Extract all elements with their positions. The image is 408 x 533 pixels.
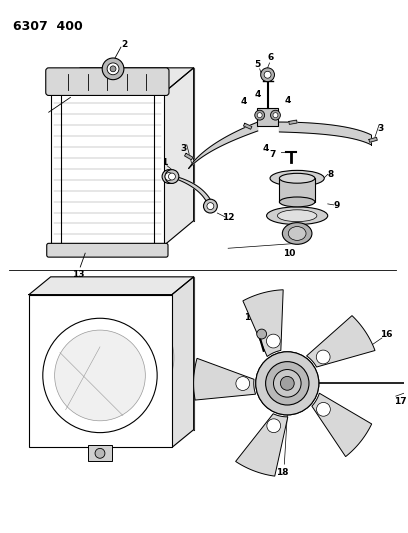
Circle shape: [110, 66, 116, 72]
Polygon shape: [172, 277, 194, 447]
Circle shape: [207, 203, 214, 209]
Circle shape: [280, 376, 294, 390]
Circle shape: [257, 329, 266, 339]
Circle shape: [55, 330, 145, 421]
Circle shape: [266, 334, 280, 348]
FancyBboxPatch shape: [46, 68, 169, 95]
Bar: [279, 178, 315, 202]
Text: 4: 4: [241, 97, 247, 106]
Text: 6: 6: [267, 52, 274, 61]
Circle shape: [256, 352, 319, 415]
Text: 15: 15: [244, 313, 256, 322]
Circle shape: [271, 110, 280, 120]
Polygon shape: [279, 122, 371, 145]
Circle shape: [257, 112, 262, 118]
Polygon shape: [194, 358, 255, 400]
Text: 16: 16: [379, 329, 392, 338]
Bar: [51, 277, 194, 430]
Text: 9: 9: [333, 201, 340, 211]
Ellipse shape: [279, 197, 315, 207]
Polygon shape: [243, 290, 283, 357]
Text: 18: 18: [276, 467, 288, 477]
Circle shape: [267, 419, 281, 433]
Text: 4: 4: [262, 144, 269, 153]
Polygon shape: [29, 277, 194, 295]
Circle shape: [95, 448, 105, 458]
Text: 3: 3: [181, 144, 187, 153]
Bar: [29, 295, 172, 447]
Polygon shape: [184, 154, 193, 160]
Text: 6307  400: 6307 400: [13, 20, 83, 33]
Polygon shape: [289, 120, 297, 124]
Polygon shape: [306, 316, 375, 367]
Ellipse shape: [266, 207, 328, 224]
Text: 5: 5: [255, 60, 261, 69]
Ellipse shape: [277, 210, 317, 222]
Circle shape: [316, 350, 330, 364]
Ellipse shape: [270, 171, 324, 186]
Circle shape: [165, 169, 179, 183]
Text: 17: 17: [395, 397, 407, 406]
Polygon shape: [369, 138, 377, 142]
Circle shape: [236, 377, 250, 391]
Circle shape: [165, 173, 173, 181]
Text: 4: 4: [284, 96, 290, 105]
Text: 7: 7: [269, 150, 276, 159]
Text: 14: 14: [148, 318, 160, 327]
Circle shape: [43, 318, 157, 433]
Circle shape: [273, 369, 301, 397]
Circle shape: [317, 402, 330, 416]
Bar: [51, 93, 164, 245]
Circle shape: [162, 169, 176, 183]
Polygon shape: [189, 122, 258, 168]
Text: 12: 12: [222, 213, 234, 222]
Ellipse shape: [279, 173, 315, 183]
Text: 2: 2: [122, 39, 128, 49]
Circle shape: [169, 173, 175, 180]
Text: 3: 3: [378, 125, 384, 133]
Circle shape: [261, 68, 275, 82]
Circle shape: [204, 199, 217, 213]
Bar: [257, 108, 278, 126]
Circle shape: [107, 63, 119, 75]
Polygon shape: [244, 123, 252, 129]
Ellipse shape: [288, 227, 306, 240]
Bar: [88, 446, 112, 461]
Text: 8: 8: [328, 170, 334, 179]
Circle shape: [280, 376, 294, 390]
Circle shape: [273, 369, 301, 397]
Polygon shape: [164, 68, 194, 245]
Ellipse shape: [282, 223, 312, 244]
FancyBboxPatch shape: [47, 244, 168, 257]
Text: 10: 10: [283, 249, 295, 257]
Circle shape: [256, 352, 319, 415]
Circle shape: [255, 110, 265, 120]
Circle shape: [266, 361, 309, 405]
Bar: [80, 68, 194, 221]
Text: 11: 11: [156, 158, 169, 167]
Text: 13: 13: [72, 270, 84, 279]
Circle shape: [102, 58, 124, 79]
Polygon shape: [236, 414, 288, 476]
Circle shape: [264, 71, 271, 78]
Circle shape: [266, 361, 309, 405]
Polygon shape: [312, 393, 372, 457]
Polygon shape: [51, 68, 194, 93]
Polygon shape: [169, 176, 213, 206]
Circle shape: [273, 112, 278, 118]
Text: 1: 1: [60, 87, 66, 96]
Text: 4: 4: [255, 90, 261, 99]
